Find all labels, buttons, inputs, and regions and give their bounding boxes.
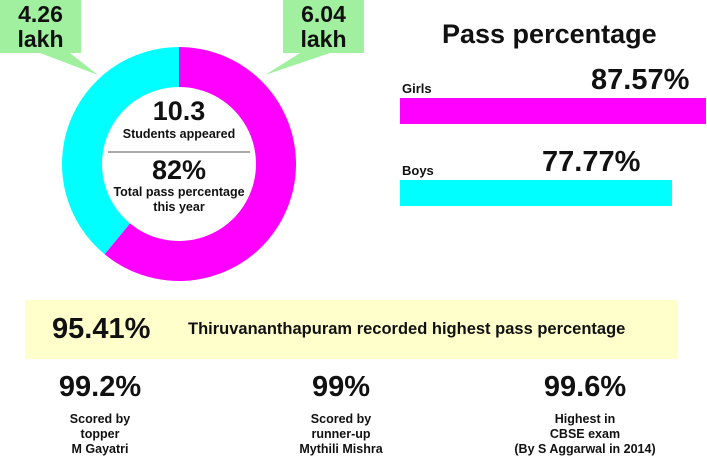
girls-bar xyxy=(400,98,706,124)
highlight-banner xyxy=(25,300,678,359)
banner-text: Thiruvananthapuram recorded highest pass… xyxy=(188,320,626,338)
total-pass-label-1: Total pass percentage xyxy=(113,185,245,199)
stat-value: 99.6% xyxy=(543,371,627,403)
stat-runner-up: 99% Scored by runner-up Mythili Mishra xyxy=(241,370,441,457)
pass-percentage-title: Pass percentage xyxy=(442,19,657,49)
stat-desc-line: (By S Aggarwal in 2014) xyxy=(514,442,656,456)
total-pass-value: 82% xyxy=(151,155,207,185)
callout-value: 4.26 xyxy=(18,1,63,27)
stat-desc-line: topper xyxy=(80,427,120,441)
stat-desc-line: CBSE exam xyxy=(549,427,621,441)
callout-unit: lakh xyxy=(300,26,347,52)
boys-bar xyxy=(400,180,672,206)
banner-value: 95.41% xyxy=(52,313,151,345)
callout-value: 6.04 xyxy=(301,1,346,27)
students-appeared-label: Students appeared xyxy=(122,127,236,141)
stat-desc-line: runner-up xyxy=(311,427,371,441)
stat-highest-ever: 99.6% Highest in CBSE exam (By S Aggarwa… xyxy=(485,370,685,457)
students-appeared-value: 10.3 xyxy=(152,96,206,126)
donut-chart xyxy=(40,47,330,281)
callout-girls-count: 6.04 lakh xyxy=(283,0,364,53)
boys-value: 77.77% xyxy=(542,146,641,178)
stat-value: 99% xyxy=(311,371,371,403)
boys-label: Boys xyxy=(402,163,434,178)
stat-topper: 99.2% Scored by topper M Gayatri xyxy=(0,370,200,457)
stat-value: 99.2% xyxy=(58,371,142,403)
donut-segment-boys xyxy=(61,47,180,255)
total-pass-label-2: this year xyxy=(153,200,205,214)
stat-desc-line: Highest in xyxy=(554,412,616,426)
stat-desc-line: Scored by xyxy=(69,412,131,426)
stat-desc-line: Mythili Mishra xyxy=(299,442,383,456)
girls-label: Girls xyxy=(402,81,432,96)
stat-desc-line: M Gayatri xyxy=(71,442,129,456)
callout-boys-count: 4.26 lakh xyxy=(0,0,81,53)
girls-value: 87.57% xyxy=(591,64,690,96)
callout-unit: lakh xyxy=(17,26,64,52)
right-callout-pointer xyxy=(265,53,330,75)
stat-desc-line: Scored by xyxy=(310,412,372,426)
donut-segment-girls xyxy=(104,47,296,281)
left-callout-pointer xyxy=(40,53,98,75)
